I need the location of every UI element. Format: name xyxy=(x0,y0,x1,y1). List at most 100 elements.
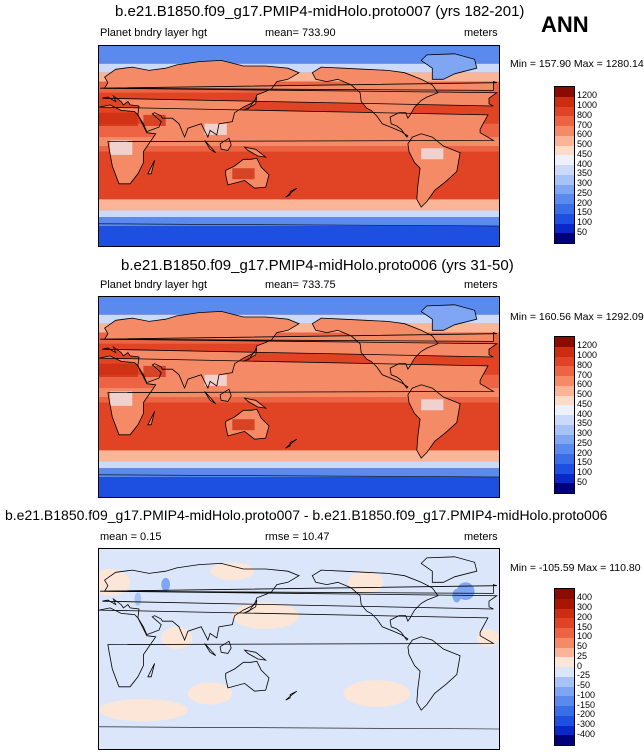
colorbar-swatch xyxy=(555,395,574,406)
coastline xyxy=(147,411,155,426)
panel-1-variable-label: Planet bndry layer hgt xyxy=(100,27,208,39)
coastline xyxy=(243,146,268,158)
colorbar-swatch xyxy=(555,145,574,156)
desert-field xyxy=(99,363,138,377)
colorbar-swatch xyxy=(555,184,574,195)
colorbar-swatch xyxy=(555,647,574,658)
colorbar-swatch xyxy=(555,628,574,638)
colorbar-tick-label: 200 xyxy=(577,447,593,458)
land-field xyxy=(243,97,257,111)
coastline xyxy=(243,347,258,362)
colorbar-tick-label: 500 xyxy=(577,389,593,399)
tropical-land-field xyxy=(421,399,444,411)
coastline xyxy=(102,310,499,390)
land-field xyxy=(244,398,266,409)
colorbar-swatch xyxy=(555,725,574,736)
colorbar-swatch xyxy=(555,174,574,185)
coastline xyxy=(285,187,298,198)
diff-anomaly xyxy=(476,629,499,647)
colorbar-tick-label: 450 xyxy=(577,398,593,409)
colorbar-tick-label: 100 xyxy=(577,631,593,642)
colorbar-swatch xyxy=(555,135,574,146)
colorbar-swatch xyxy=(555,706,574,716)
land-field xyxy=(421,304,477,331)
colorbar-tick-label: 1000 xyxy=(577,100,598,110)
panel-1-units-label: meters xyxy=(464,27,498,39)
tropical-land-field xyxy=(204,123,227,135)
coastline xyxy=(311,66,439,138)
coastline xyxy=(102,59,499,139)
colorbar-swatch xyxy=(555,454,574,464)
colorbar-tick-label: 1200 xyxy=(577,340,598,351)
coastline xyxy=(204,140,216,154)
colorbar-tick-label: 0 xyxy=(577,660,583,671)
land-field xyxy=(102,60,497,138)
land-field xyxy=(100,332,497,342)
pbl-arctic-band xyxy=(99,297,499,315)
colorbar-tick-label: 100 xyxy=(577,467,593,477)
colorbar-swatch xyxy=(555,618,574,628)
colorbar-tick-label: 1200 xyxy=(577,90,598,101)
pbl-antarctic-band xyxy=(99,468,499,477)
colorbar-swatch xyxy=(555,735,574,745)
panel-1-mean-label: mean= 733.90 xyxy=(265,27,336,39)
colorbar-swatch xyxy=(555,667,574,677)
colorbar-tick-label: 700 xyxy=(577,369,593,380)
tropical-land-field xyxy=(204,374,227,386)
colorbar-swatch xyxy=(555,165,574,175)
colorbar-swatch xyxy=(555,415,574,425)
colorbar-swatch xyxy=(555,233,574,243)
pbl-itcz-band xyxy=(99,137,499,146)
colorbar-tick-label: 300 xyxy=(577,178,593,188)
colorbar-swatch xyxy=(555,598,574,609)
coastline xyxy=(311,317,439,389)
colorbar-tick-label: 300 xyxy=(577,602,593,612)
land-field xyxy=(407,133,461,208)
colorbar-swatch xyxy=(555,376,574,386)
panel-2-colorbar xyxy=(554,336,575,494)
colorbar-swatch xyxy=(555,155,574,165)
coastline xyxy=(407,636,461,711)
panel-3-map xyxy=(98,548,500,750)
coastline xyxy=(219,640,232,654)
colorbar-tick-label: -100 xyxy=(577,689,596,700)
panel-3-mean-label: mean = 0.15 xyxy=(100,531,162,543)
colorbar-tick-label: 600 xyxy=(577,379,593,390)
coastline xyxy=(285,690,298,701)
diff-anomaly xyxy=(315,615,372,638)
coastline xyxy=(243,599,258,614)
pbl-subarctic-band xyxy=(99,314,499,324)
colorbar-swatch xyxy=(555,106,574,117)
colorbar-swatch xyxy=(555,444,574,454)
season-label: ANN xyxy=(541,12,589,37)
colorbar-tick-label: -200 xyxy=(577,709,596,720)
coastline xyxy=(147,663,155,678)
colorbar-swatch xyxy=(555,483,574,493)
colorbar-tick-label: 600 xyxy=(577,129,593,140)
colorbar-swatch xyxy=(555,385,574,396)
coastline xyxy=(99,607,495,688)
colorbar-tick-label: 400 xyxy=(577,592,593,603)
colorbar-swatch xyxy=(555,223,574,234)
colorbar-tick-label: 700 xyxy=(577,119,593,130)
desert-field xyxy=(143,114,166,126)
colorbar-swatch xyxy=(555,589,574,599)
panel-3-rmse-label: rmse = 10.47 xyxy=(265,531,330,543)
colorbar-swatch xyxy=(555,473,574,484)
coastline-antarctica xyxy=(99,223,499,227)
panel-2-minmax-label: Min = 160.56 Max = 1292.09 xyxy=(510,311,644,323)
coastline xyxy=(219,137,232,151)
colorbar-tick-label: -300 xyxy=(577,719,596,729)
colorbar-tick-label: 50 xyxy=(577,641,588,651)
coastline-antarctica xyxy=(99,474,499,478)
diff-anomaly xyxy=(99,699,188,722)
diff-anomaly xyxy=(187,682,233,705)
coastline xyxy=(420,304,478,331)
colorbar-swatch xyxy=(555,126,574,136)
coastline xyxy=(243,397,268,409)
land-field xyxy=(407,384,461,459)
coastline xyxy=(407,384,461,459)
coastline xyxy=(219,388,232,402)
colorbar-tick-label: 200 xyxy=(577,611,593,622)
coastline xyxy=(204,643,216,657)
